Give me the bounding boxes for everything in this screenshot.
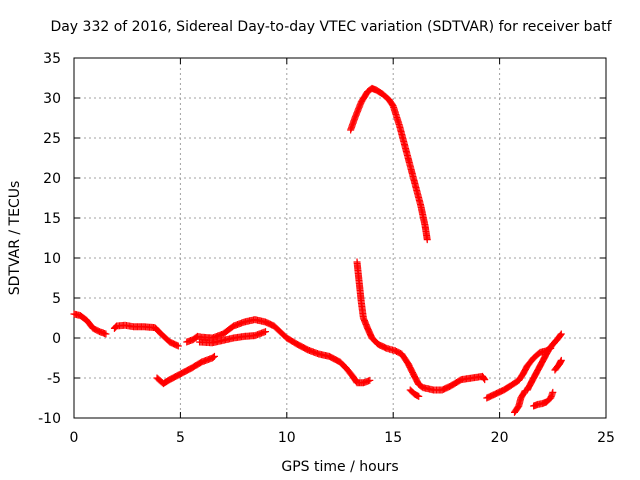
series-arc-14: [551, 356, 565, 374]
x-axis-label: GPS time / hours: [281, 459, 398, 475]
data-point: [423, 236, 431, 244]
y-tick-label: 0: [52, 331, 61, 347]
y-tick-label: 20: [43, 171, 61, 187]
data-point: [262, 328, 270, 336]
y-tick-label: 5: [52, 291, 61, 307]
x-tick-label: 20: [491, 430, 509, 446]
plot-frame: [73, 57, 607, 419]
tick-labels: 0 5 10 15 20 25 -10 -5 0 5 10 15 20 25 30 35: [38, 51, 615, 446]
series-arc-9: [406, 386, 423, 400]
series-arc-4: [183, 316, 291, 346]
data-point: [557, 356, 565, 364]
x-tick-label: 0: [70, 430, 79, 446]
x-tick-label: 15: [384, 430, 402, 446]
y-tick-label: 35: [43, 51, 61, 67]
data-point: [174, 342, 182, 350]
data-point: [480, 375, 488, 383]
series-arc-1: [70, 310, 110, 338]
axis-ticks: [73, 57, 607, 419]
chart-title: Day 332 of 2016, Sidereal Day-to-day VTE…: [50, 19, 612, 35]
data-point: [481, 376, 489, 384]
series-arc-5: [196, 328, 270, 347]
y-tick-label: -10: [38, 411, 61, 427]
y-tick-label: 15: [43, 211, 61, 227]
series-arc-11: [510, 387, 529, 416]
y-tick-label: 30: [43, 91, 61, 107]
grid: [74, 58, 606, 418]
data-point: [209, 353, 217, 361]
x-tick-label: 25: [597, 430, 615, 446]
series-arc-8: [353, 258, 489, 394]
series-arc-7: [347, 84, 431, 244]
series-arc-13: [530, 388, 557, 410]
series-arc-6: [283, 334, 374, 387]
data-point: [102, 330, 110, 338]
data-points: [70, 84, 565, 416]
data-point: [556, 331, 564, 339]
data-point: [415, 392, 423, 400]
series-arc-12: [523, 330, 565, 394]
series-arc-2: [110, 321, 182, 350]
x-tick-label: 5: [176, 430, 185, 446]
y-axis-label: SDTVAR / TECUs: [7, 181, 23, 296]
series-arc-3: [153, 352, 218, 388]
y-tick-label: 10: [43, 251, 61, 267]
x-tick-label: 10: [278, 430, 296, 446]
y-tick-label: 25: [43, 131, 61, 147]
data-point: [366, 376, 374, 384]
data-point: [210, 352, 218, 360]
y-tick-label: -5: [47, 371, 61, 387]
data-point: [549, 388, 557, 396]
data-point: [557, 330, 565, 338]
